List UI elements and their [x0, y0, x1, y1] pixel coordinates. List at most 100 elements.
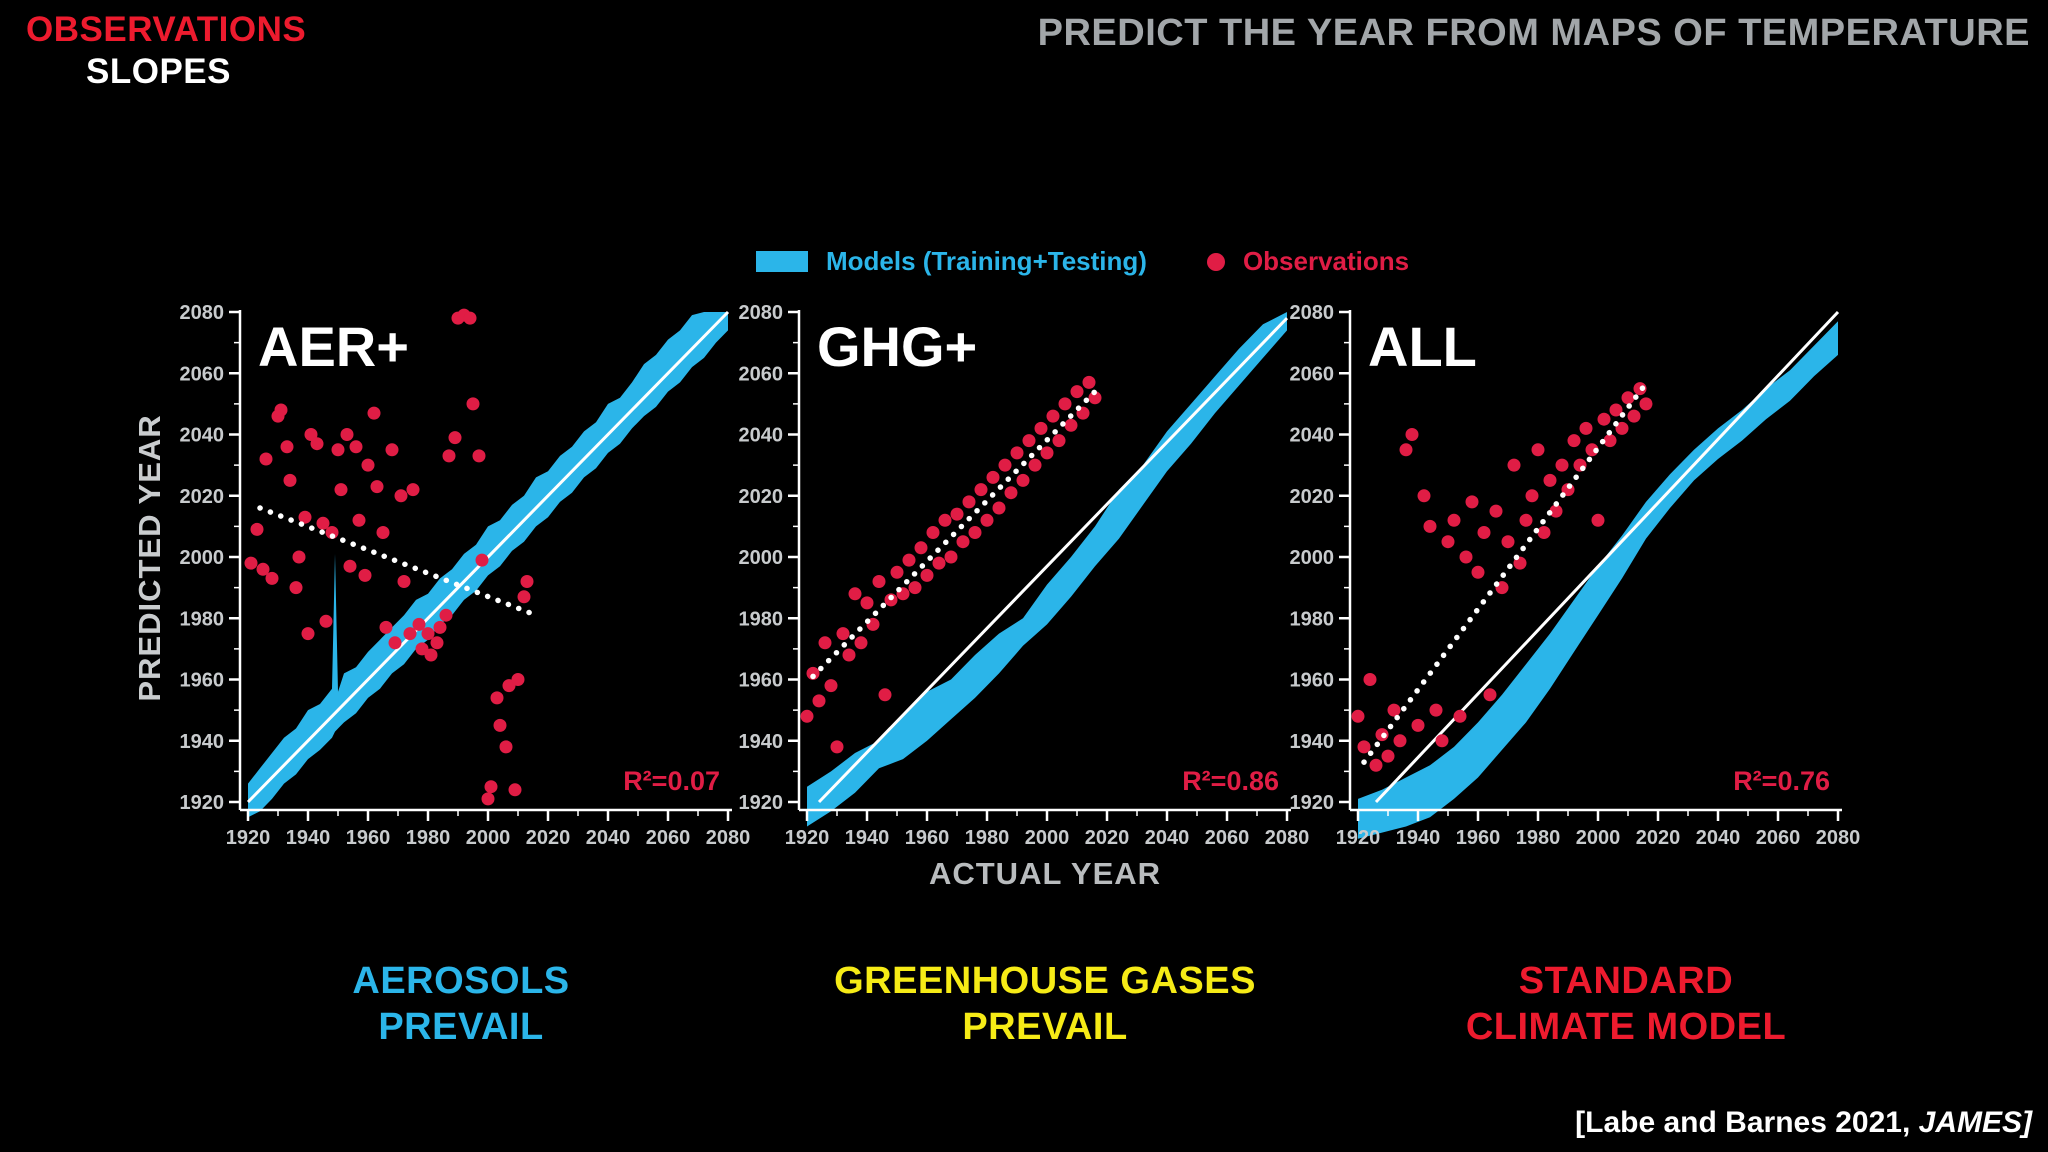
- svg-text:2080: 2080: [739, 302, 784, 324]
- caption-aerosols-prevail: AEROSOLS PREVAIL: [352, 958, 569, 1051]
- citation-text: [Labe and Barnes 2021,: [1575, 1106, 1919, 1139]
- svg-text:1960: 1960: [1456, 827, 1501, 849]
- observations-scatter: [1351, 382, 1653, 772]
- legend-observations-label: Observations: [1242, 246, 1410, 276]
- svg-text:1980: 1980: [406, 827, 451, 849]
- observations-trend-line: [1361, 376, 1652, 765]
- svg-text:1960: 1960: [346, 827, 391, 849]
- svg-text:2060: 2060: [646, 827, 691, 849]
- r-squared-label: R²=0.76: [1733, 766, 1830, 796]
- svg-text:1980: 1980: [1290, 608, 1335, 630]
- x-axis-label: ACTUAL YEAR: [928, 856, 1162, 891]
- model-spread-band: [248, 312, 728, 818]
- svg-text:2060: 2060: [1756, 827, 1801, 849]
- svg-text:1960: 1960: [1290, 670, 1335, 692]
- svg-text:1920: 1920: [739, 792, 784, 814]
- svg-text:2020: 2020: [526, 827, 571, 849]
- svg-text:1920: 1920: [785, 827, 830, 849]
- svg-text:2040: 2040: [586, 827, 631, 849]
- r-squared-label: R²=0.86: [1182, 766, 1279, 796]
- panel-title: ALL: [1368, 315, 1477, 378]
- svg-text:1940: 1940: [1290, 731, 1335, 753]
- svg-text:2040: 2040: [1696, 827, 1741, 849]
- svg-text:2080: 2080: [1265, 827, 1310, 849]
- observations-scatter: [800, 375, 1102, 754]
- page-title: PREDICT THE YEAR FROM MAPS OF TEMPERATUR…: [1037, 12, 2030, 54]
- svg-text:2040: 2040: [1145, 827, 1190, 849]
- svg-text:2080: 2080: [706, 827, 751, 849]
- svg-text:2000: 2000: [180, 547, 225, 569]
- axes: [1339, 310, 1842, 821]
- model-spread-band: [807, 312, 1287, 827]
- legend-models-label: Models (Training+Testing): [826, 246, 1147, 276]
- one-to-one-line: [817, 317, 1289, 804]
- svg-text:1920: 1920: [180, 792, 225, 814]
- svg-text:2040: 2040: [1290, 425, 1335, 447]
- svg-text:2000: 2000: [466, 827, 511, 849]
- observations-scatter: [244, 308, 534, 806]
- caption-line: GREENHOUSE GASES: [834, 960, 1256, 1002]
- svg-text:1940: 1940: [180, 731, 225, 753]
- svg-text:1940: 1940: [286, 827, 331, 849]
- slopes-header: SLOPES: [86, 52, 231, 91]
- svg-text:2060: 2060: [1205, 827, 1250, 849]
- svg-text:1940: 1940: [1396, 827, 1441, 849]
- svg-text:2060: 2060: [180, 363, 225, 385]
- caption-line: CLIMATE MODEL: [1465, 1006, 1787, 1049]
- one-to-one-line: [1374, 310, 1840, 804]
- citation: [Labe and Barnes 2021, JAMES]: [1575, 1106, 2032, 1140]
- one-to-one-line: [246, 310, 730, 804]
- caption-line: PREVAIL: [378, 1006, 544, 1049]
- svg-text:2020: 2020: [739, 486, 784, 508]
- models-swatch-icon: [756, 251, 808, 272]
- observations-trend-line: [810, 382, 1104, 680]
- svg-text:1920: 1920: [226, 827, 271, 849]
- citation-journal: JAMES]: [1918, 1106, 2032, 1139]
- svg-text:2060: 2060: [739, 363, 784, 385]
- svg-text:1940: 1940: [845, 827, 890, 849]
- svg-text:2000: 2000: [1025, 827, 1070, 849]
- svg-text:2020: 2020: [1085, 827, 1130, 849]
- caption-line: STANDARD: [1518, 960, 1734, 1002]
- observations-header: OBSERVATIONS: [26, 10, 307, 49]
- svg-text:2020: 2020: [1290, 486, 1335, 508]
- svg-text:2000: 2000: [1576, 827, 1621, 849]
- svg-text:1980: 1980: [1516, 827, 1561, 849]
- r-squared-label: R²=0.07: [623, 766, 720, 796]
- model-spread-band: [1358, 321, 1838, 839]
- axes: [788, 310, 1291, 821]
- svg-text:1960: 1960: [905, 827, 950, 849]
- legend: Models (Training+Testing) Observations: [756, 246, 1409, 277]
- svg-text:2080: 2080: [1816, 827, 1861, 849]
- svg-text:2020: 2020: [180, 486, 225, 508]
- svg-text:2020: 2020: [1636, 827, 1681, 849]
- svg-text:2000: 2000: [1290, 547, 1335, 569]
- svg-text:1980: 1980: [965, 827, 1010, 849]
- caption-standard-climate-model: STANDARD CLIMATE MODEL: [1466, 958, 1786, 1051]
- caption-line: AEROSOLS: [352, 960, 570, 1002]
- svg-text:1920: 1920: [1290, 792, 1335, 814]
- axes: [229, 310, 732, 821]
- panel-title: GHG+: [817, 315, 977, 378]
- caption-line: PREVAIL: [962, 1006, 1128, 1049]
- svg-text:1920: 1920: [1336, 827, 1381, 849]
- svg-text:2000: 2000: [739, 547, 784, 569]
- chart-panel-ghg: 1920 1920 1940 1940 1960 1960 1980 1980 2000 2000…: [727, 300, 1375, 865]
- svg-text:2080: 2080: [180, 302, 225, 324]
- observations-trend-line: [257, 505, 539, 618]
- svg-text:2040: 2040: [180, 425, 225, 447]
- y-axis-label: PREDICTED YEAR: [132, 414, 167, 702]
- svg-text:2080: 2080: [1290, 302, 1335, 324]
- caption-greenhouse-gases-prevail: GREENHOUSE GASES PREVAIL: [834, 958, 1256, 1051]
- observations-dot-icon: [1206, 252, 1225, 271]
- svg-text:1960: 1960: [739, 670, 784, 692]
- chart-panel-aer: 1920 1920 1940 1940 1960 1960 1980 1980 2000 2000…: [168, 300, 816, 865]
- chart-panel-all: 1920 1920 1940 1940 1960 1960 1980 1980 2000 2000…: [1278, 300, 1926, 865]
- svg-text:1960: 1960: [180, 670, 225, 692]
